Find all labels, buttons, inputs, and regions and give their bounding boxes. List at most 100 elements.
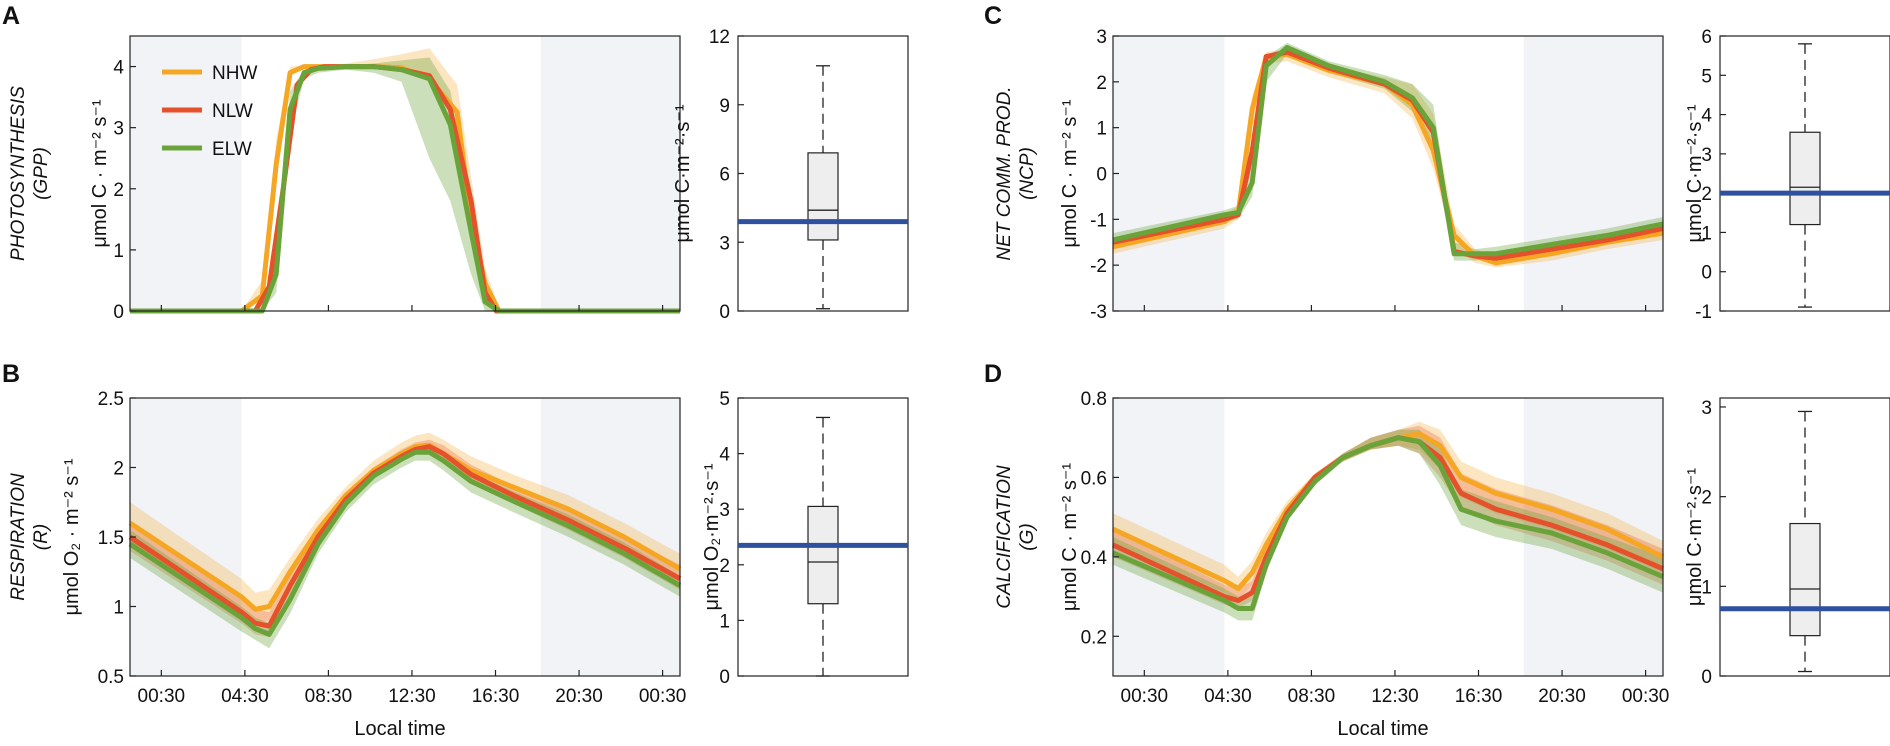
box-frame [1719,397,1890,677]
y-tick-label: 1 [113,241,124,262]
panel-letter: D [984,360,1002,388]
y-tick-label: 0 [1096,165,1107,186]
y-tick-label: 0 [113,302,124,323]
box-y-tick-label: 1 [719,611,730,632]
box-y-tick-label: 3 [1701,145,1712,166]
box-y-tick-label: 5 [719,389,730,410]
panel-letter: B [2,360,20,388]
box-y-tick-label: 0 [1701,667,1712,688]
legend-label-elw: ELW [212,139,252,160]
x-tick-label: 20:30 [1538,686,1586,707]
y-axis-label: μmol C · m⁻² s⁻¹ [1059,99,1081,248]
x-tick-label: 04:30 [221,686,269,707]
box-y-tick-label: 9 [719,96,730,117]
y-tick-label: 0.6 [1081,468,1107,489]
night-shade-1 [540,398,680,676]
box-iqr [1789,522,1821,637]
box-iqr [1789,131,1821,226]
night-shade-1 [540,36,680,311]
x-tick-label: 12:30 [388,686,436,707]
panel-letter: C [984,2,1002,30]
panel-title-line: (G) [1017,523,1038,550]
y-axis-label-group: μmol O₂ · m⁻² s⁻¹ [61,458,83,615]
y-tick-label: 2.5 [98,389,124,410]
box-frame [1719,35,1890,312]
x-tick-label: 00:30 [1121,686,1169,707]
panel-title-line: RESPIRATION [8,473,29,601]
night-shade-1 [1523,36,1663,311]
y-tick-label: 4 [113,58,124,79]
plot-frame [1112,397,1664,677]
y-axis-label-group: μmol C · m⁻² s⁻¹ [89,99,111,248]
box-y-tick-label: 3 [719,233,730,254]
box-y-tick-label: 0 [1701,263,1712,284]
panel-c: -3 -2 -1 0 1 2 3 C NET COMM. PROD. (NCP) μmol C · … [984,2,1890,323]
y-axis-label: μmol C · m⁻² s⁻¹ [1059,463,1081,612]
y-tick-label: 3 [113,119,124,140]
series-line-elw [128,449,682,637]
y-axis-label-group: μmol C · m⁻² s⁻¹ [1059,463,1081,612]
band-nlw [1113,425,1663,609]
panel-title-line: (NCP) [1017,147,1038,200]
y-tick-label: 0.8 [1081,389,1107,410]
y-tick-label: 0.4 [1081,548,1108,569]
y-axis-label: μmol C · m⁻² s⁻¹ [89,99,111,248]
x-tick-label: 12:30 [1371,686,1419,707]
y-axis-label-group: μmol C · m⁻² s⁻¹ [1059,99,1081,248]
y-tick-label: -1 [1090,210,1107,231]
box-y-tick-label: 3 [719,500,730,521]
night-shade-0 [1113,36,1225,311]
box-y-tick-label: 0 [719,302,730,323]
y-tick-label: 1 [1096,119,1107,140]
legend-label-nhw: NHW [212,63,257,84]
y-tick-label: 2 [1096,73,1107,94]
x-tick-label: 04:30 [1204,686,1252,707]
series-line-elw [1112,45,1664,257]
y-tick-label: -2 [1090,256,1107,277]
x-tick-label: 00:30 [1622,686,1670,707]
box-y-tick-label: 12 [709,27,730,48]
box-y-tick-label: 2 [719,556,730,577]
time-axis-label-right: Local time [1337,718,1428,740]
y-tick-label: -3 [1090,302,1107,323]
box-y-axis-label: μmol C·m⁻²·s⁻¹ [672,104,694,243]
series-line-nlw [128,444,682,629]
y-tick-label: 1 [113,598,124,619]
night-shade-0 [130,36,242,311]
x-tick-label: 00:30 [639,686,687,707]
panel-title: CALCIFICATION (G) [994,465,1038,608]
series-line-elw [1112,435,1664,611]
series-line-nhw [128,442,682,612]
panel-title: PHOTOSYNTHESIS (GPP) [8,86,52,261]
plot-frame [129,35,681,312]
y-tick-label: 0.5 [98,667,124,688]
box-y-tick-label: 2 [1701,184,1712,205]
y-tick-label: 3 [1096,27,1107,48]
box-y-tick-label: 3 [1701,398,1712,419]
box-y-tick-label: 1 [1701,223,1712,244]
box-y-tick-label: 4 [719,445,730,466]
x-tick-label: 16:30 [472,686,520,707]
panel-title-line: CALCIFICATION [994,465,1015,608]
box-y-tick-label: 6 [1701,27,1712,48]
band-nhw [1113,49,1663,268]
box-y-tick-label: 5 [1701,66,1712,87]
time-axis-label-left: Local time [354,718,445,740]
box-y-axis-label-group: μmol C·m⁻²·s⁻¹ [1684,104,1706,243]
box-y-tick-label: 2 [1701,488,1712,509]
panel-title-line: NET COMM. PROD. [994,86,1015,260]
box-y-axis-label-group: μmol O₂·m⁻²·s⁻¹ [701,463,723,610]
x-tick-label: 08:30 [1288,686,1336,707]
panel-title-line: (GPP) [31,147,52,200]
box-y-axis-label: μmol C·m⁻²·s⁻¹ [1684,104,1706,243]
box-y-tick-label: 0 [719,667,730,688]
x-tick-label: 20:30 [555,686,603,707]
box-iqr [807,505,839,605]
legend-label-nlw: NLW [212,101,253,122]
box-y-tick-label: 4 [1701,106,1712,127]
box-y-axis-label: μmol O₂·m⁻²·s⁻¹ [701,463,723,610]
box-y-axis-label: μmol C·m⁻²·s⁻¹ [1684,468,1706,607]
panel-title-line: (R) [31,524,52,550]
